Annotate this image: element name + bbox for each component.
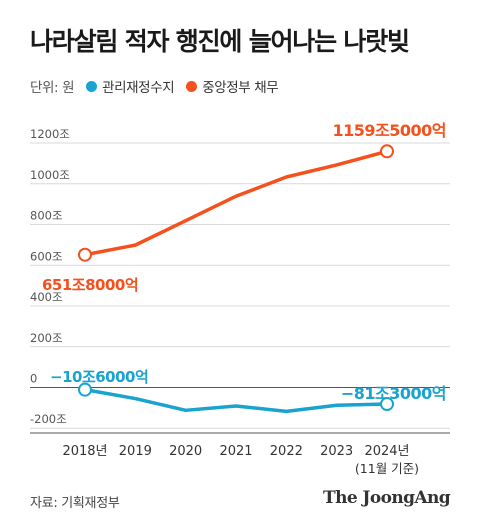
legend: 단위: 원 관리재정수지 중앙정부 채무	[30, 76, 290, 96]
x-tick-label: 2022	[270, 444, 303, 459]
x-tick-label: 2021	[219, 444, 252, 459]
legend-dot-debt	[186, 80, 198, 92]
y-tick-label: 800조	[30, 209, 63, 223]
legend-item-debt: 중앙정부 채무	[186, 76, 279, 96]
y-tick-label: 1000조	[30, 168, 70, 182]
data-point-marker	[78, 382, 92, 397]
y-tick-label: 600조	[30, 249, 63, 263]
y-tick-label: 200조	[30, 331, 63, 345]
legend-label-balance: 관리재정수지	[102, 80, 175, 96]
series-line	[83, 149, 389, 257]
chart-title: 나라살림 적자 행진에 늘어나는 나랏빚	[30, 27, 410, 56]
data-label-balance-2018: −10조6000억	[50, 368, 148, 386]
x-tick-label: 2024년	[364, 444, 409, 459]
data-label-debt-2024: 1159조5000억	[332, 121, 446, 140]
y-tick-label: -200조	[30, 412, 67, 426]
legend-label-debt: 중앙정부 채무	[202, 80, 279, 96]
x-tick-label: 2023	[320, 444, 353, 459]
data-point-marker	[78, 247, 92, 262]
unit-label: 단위: 원	[30, 80, 75, 96]
x-tick-label: 2019	[119, 444, 152, 459]
brand-logo: The JoongAng	[323, 488, 451, 508]
source-note: 자료: 기획재정부	[30, 496, 120, 511]
legend-item-balance: 관리재정수지	[86, 76, 175, 96]
data-label-balance-2024: −81조3000억	[341, 384, 446, 403]
x-tick-label: 2018년	[62, 444, 107, 459]
line-chart: 1200조 1000조 800조 600조 400조 200조 0 -200조 2018년 201…	[30, 121, 450, 476]
y-tick-label: 400조	[30, 290, 63, 304]
data-label-debt-2018: 651조8000억	[42, 276, 138, 294]
x-tick-sublabel: (11월 기준)	[355, 461, 419, 476]
series-line	[83, 387, 389, 414]
data-point-marker	[380, 397, 394, 412]
data-point-marker	[380, 144, 394, 159]
y-tick-label: 0	[30, 372, 37, 386]
legend-dot-balance	[86, 80, 98, 92]
x-tick-label: 2020	[169, 444, 202, 459]
y-tick-label: 1200조	[30, 127, 70, 141]
